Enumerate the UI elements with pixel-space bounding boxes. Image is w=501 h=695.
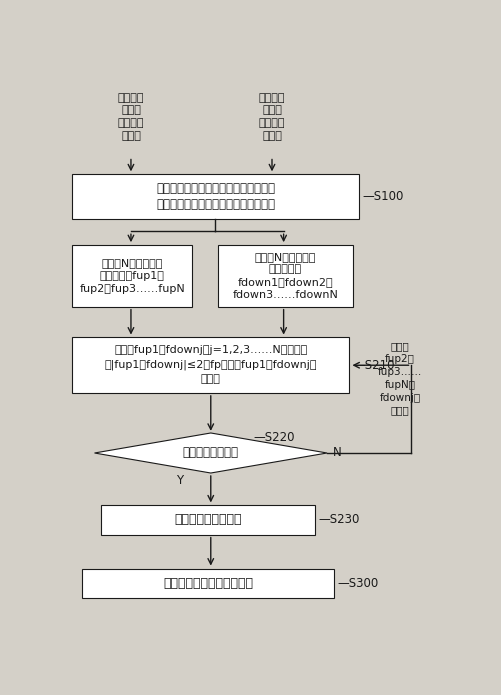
Text: —S220: —S220 <box>253 431 294 444</box>
Text: 对安装在汽车上的防撞雷达所检测到的
上扫频回波和下扫频回波进行检测识别: 对安装在汽车上的防撞雷达所检测到的 上扫频回波和下扫频回波进行检测识别 <box>156 182 275 211</box>
Text: 临近原则判断完成: 临近原则判断完成 <box>182 446 238 459</box>
Text: 如|fup1－fdownj|≤2＊fp，则将fup1与fdownj归: 如|fup1－fdownj|≤2＊fp，则将fup1与fdownj归 <box>104 360 317 370</box>
Text: —S230: —S230 <box>318 514 359 527</box>
Text: 每组中进行峰值配对: 每组中进行峰值配对 <box>174 514 241 527</box>
FancyBboxPatch shape <box>72 174 358 219</box>
Text: 计算每对目标的距离和速度: 计算每对目标的距离和速度 <box>163 577 253 589</box>
Text: Y: Y <box>176 474 183 487</box>
Text: —S210: —S210 <box>353 359 394 372</box>
Text: 下扫频差
拍信号
（下扫频
回波）: 下扫频差 拍信号 （下扫频 回波） <box>258 92 285 141</box>
Text: 上扫频N个目标对应
的频率值：fup1、
fup2、fup3……fupN: 上扫频N个目标对应 的频率值：fup1、 fup2、fup3……fupN <box>79 258 185 294</box>
FancyBboxPatch shape <box>217 245 353 306</box>
Text: 下扫频N个目标对应
的频率值：
fdown1、fdown2、
fdown3……fdownN: 下扫频N个目标对应 的频率值： fdown1、fdown2、 fdown3……f… <box>232 252 338 300</box>
FancyBboxPatch shape <box>101 505 314 534</box>
FancyBboxPatch shape <box>82 569 333 598</box>
Polygon shape <box>94 433 326 473</box>
Text: 上扫频差
拍信号
（上扫频
回波）: 上扫频差 拍信号 （上扫频 回波） <box>117 92 144 141</box>
Text: 依次将
fup2、
fup3……
fupN与
fdownj重
复作差: 依次将 fup2、 fup3…… fupN与 fdownj重 复作差 <box>377 341 421 416</box>
FancyBboxPatch shape <box>72 245 192 306</box>
Text: 为一组: 为一组 <box>200 374 220 384</box>
Text: N: N <box>333 446 341 459</box>
Text: —S100: —S100 <box>362 190 403 203</box>
FancyBboxPatch shape <box>72 338 349 393</box>
Text: 依次将fup1与fdownj（j=1,2,3……N）作差，: 依次将fup1与fdownj（j=1,2,3……N）作差， <box>114 345 307 355</box>
Text: —S300: —S300 <box>337 577 378 589</box>
